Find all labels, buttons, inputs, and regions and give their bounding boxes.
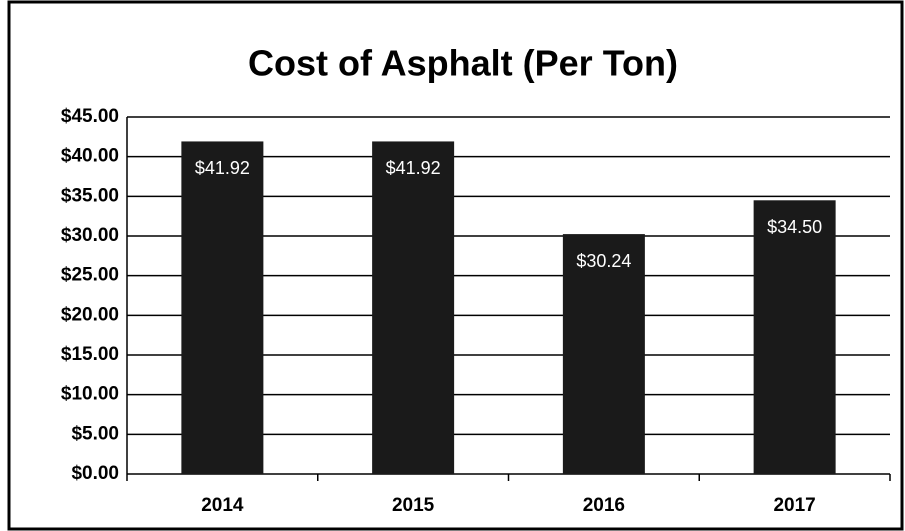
x-tick-label: 2017 [773,495,815,516]
y-tick-label: $45.00 [61,106,119,127]
y-tick-label: $5.00 [71,423,119,444]
bar [754,200,836,474]
y-tick-label: $30.00 [61,225,119,246]
value-label: $34.50 [767,217,822,237]
chart-title: Cost of Asphalt (Per Ton) [248,43,678,84]
x-tick-label: 2016 [583,495,625,516]
x-tick-label: 2015 [392,495,435,516]
y-tick-label: $25.00 [61,265,119,286]
chart: Cost of Asphalt (Per Ton) $0.00 $5.00 $10.… [0,0,905,531]
y-tick-label: $15.00 [61,344,119,365]
x-tick-label: 2014 [201,495,244,516]
page: Cost of Asphalt (Per Ton) $0.00 $5.00 $10.… [0,0,905,531]
y-tick-label: $35.00 [61,185,119,206]
value-label: $41.92 [386,158,441,178]
bar [372,141,454,474]
y-tick-label: $0.00 [71,463,119,484]
value-label: $41.92 [195,158,250,178]
y-tick-label: $20.00 [61,304,119,325]
y-tick-label: $40.00 [61,146,119,167]
value-label: $30.24 [576,251,631,271]
bar [181,141,263,474]
y-tick-label: $10.00 [61,384,119,405]
